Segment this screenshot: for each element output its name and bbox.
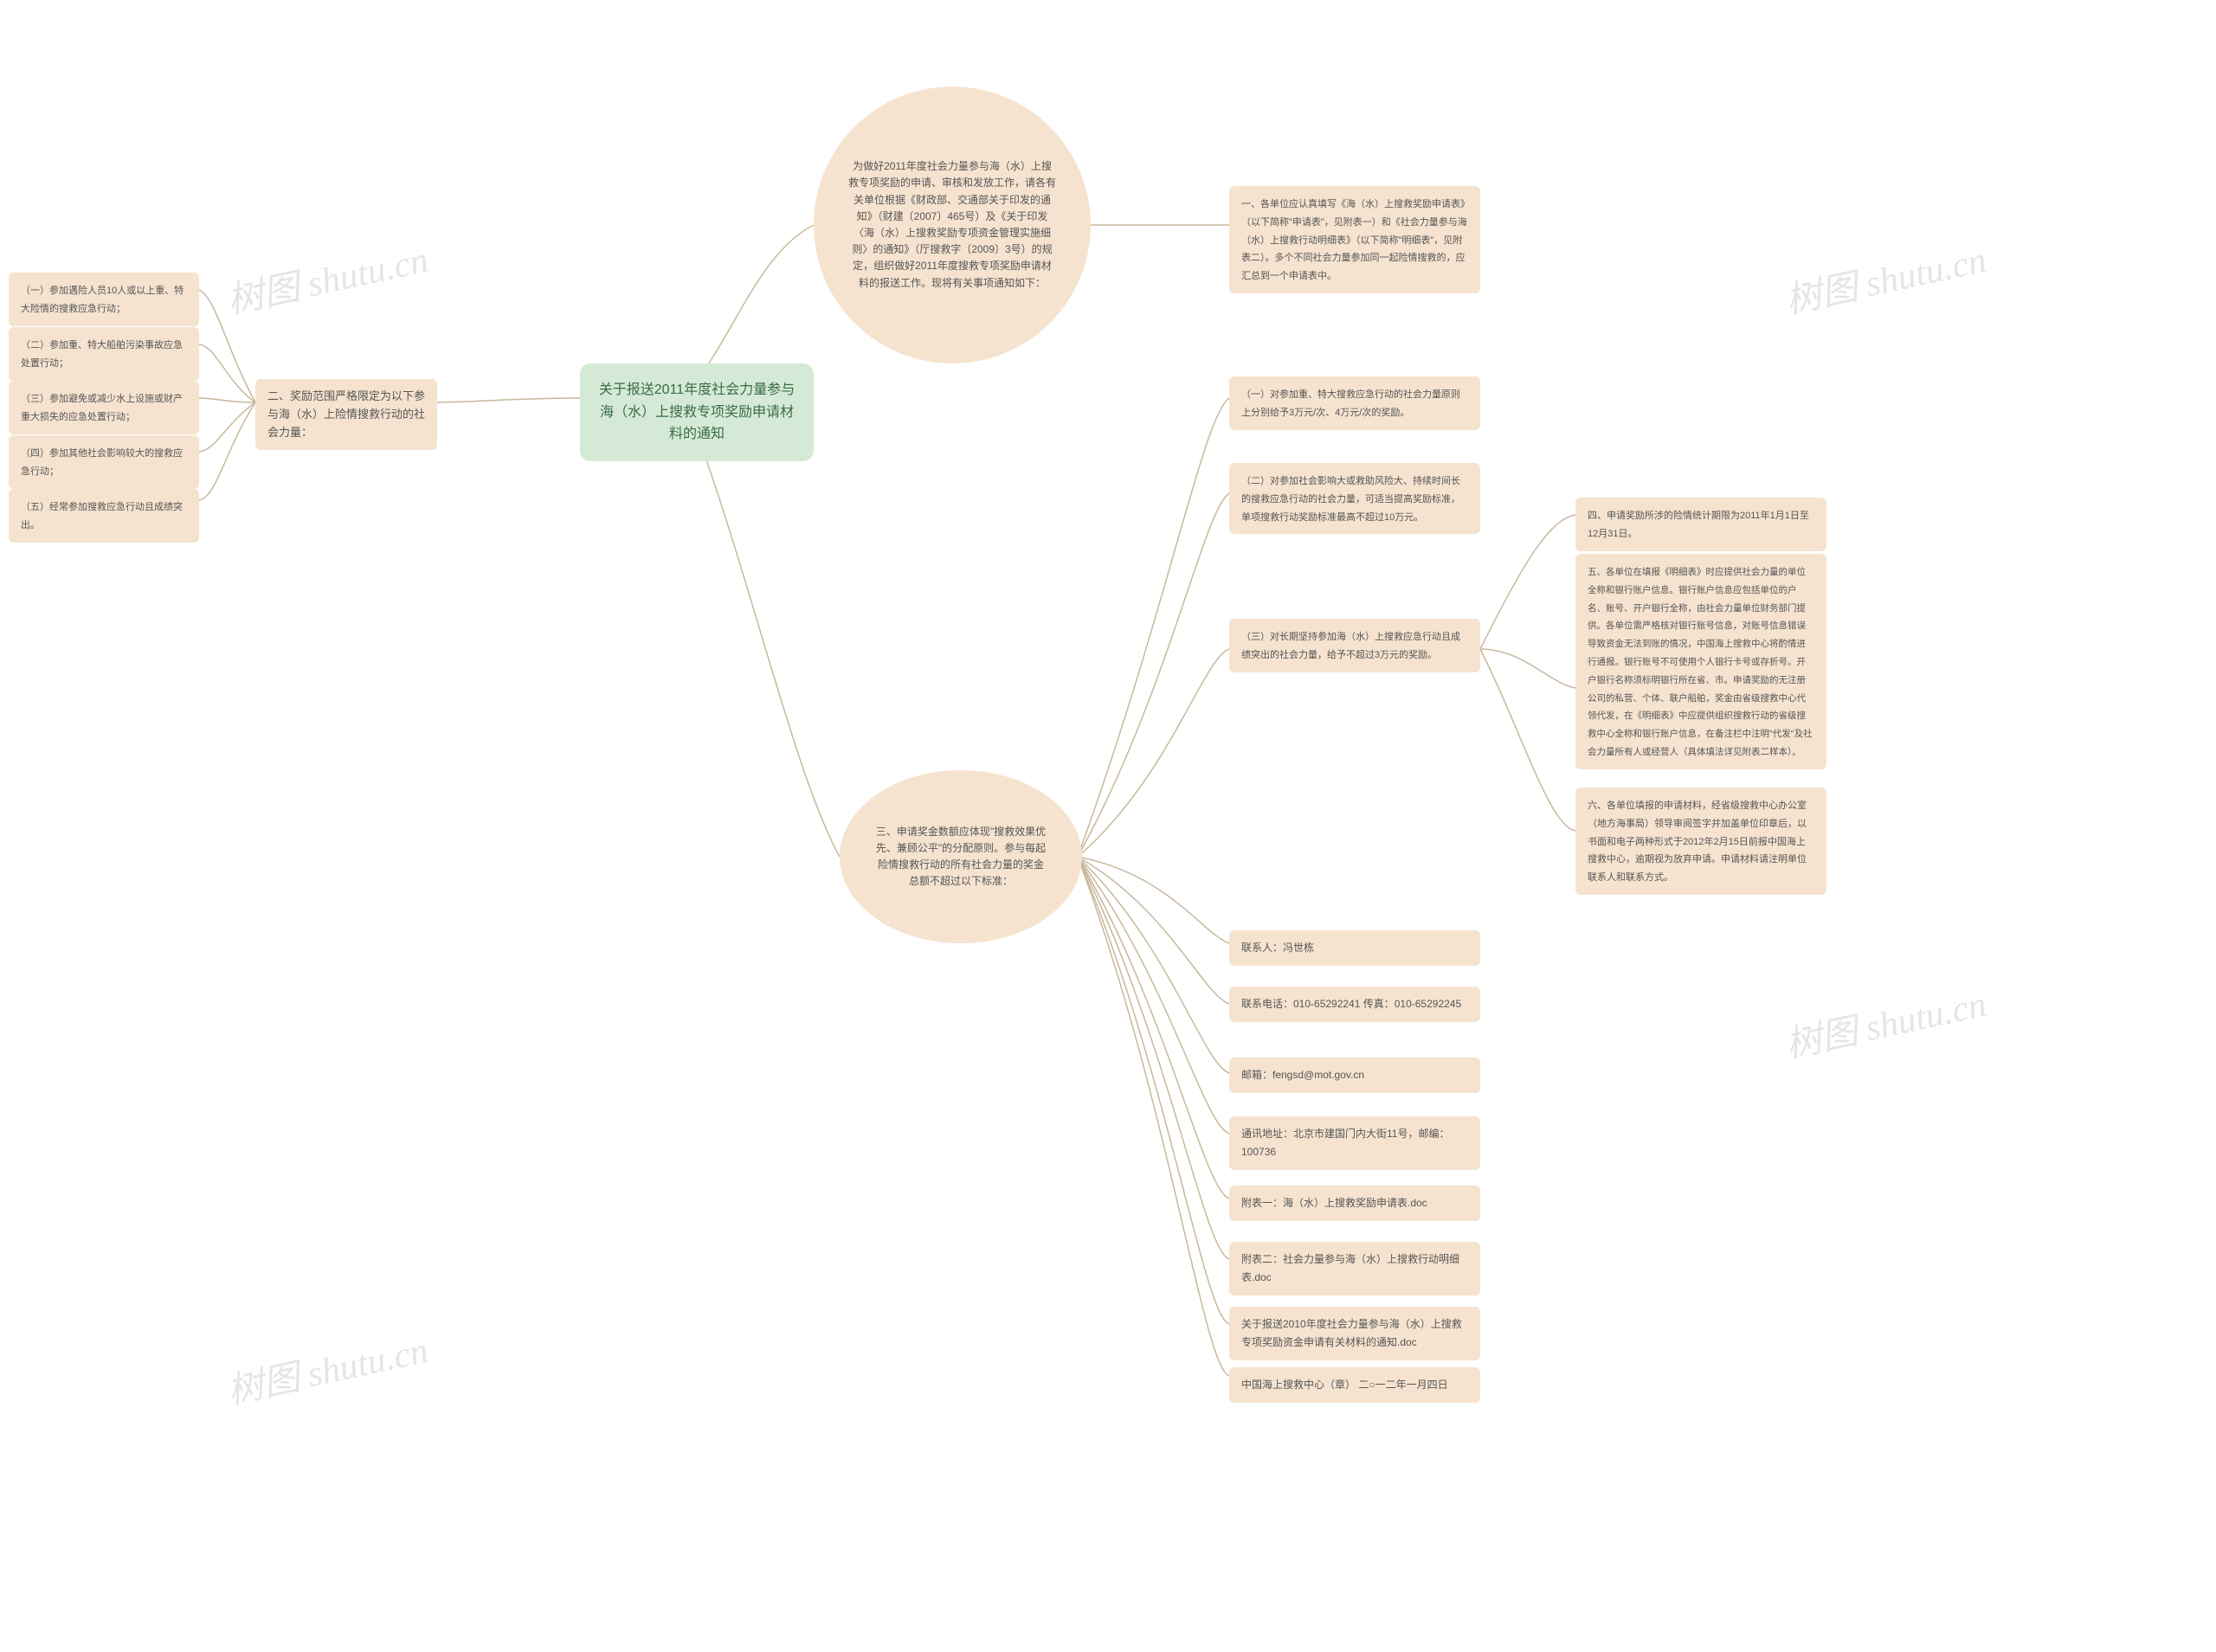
- node-text: 二、奖励范围严格限定为以下参与海（水）上险情搜救行动的社会力量：: [267, 389, 425, 439]
- branch-bottom-child-1[interactable]: （二）对参加社会影响大或救助风险大、持续时间长的搜救应急行动的社会力量，可适当提…: [1229, 463, 1480, 534]
- node-text: 五、各单位在填报《明细表》时应提供社会力量的单位全称和银行账户信息。银行账户信息…: [1588, 567, 1812, 757]
- branch-bottom-child-2-1[interactable]: 五、各单位在填报《明细表》时应提供社会力量的单位全称和银行账户信息。银行账户信息…: [1575, 554, 1826, 769]
- watermark: 树图 shutu.cn: [1780, 974, 1990, 1069]
- node-text: （四）参加其他社会影响较大的搜救应急行动；: [21, 448, 183, 477]
- node-text: 六、各单位填报的申请材料，经省级搜救中心办公室（地方海事局）领导审阅签字并加盖单…: [1588, 800, 1807, 883]
- node-text: 附表二：社会力量参与海（水）上搜救行动明细表.doc: [1241, 1253, 1459, 1283]
- branch-bottom-child-0[interactable]: （一）对参加重、特大搜救应急行动的社会力量原则上分别给予3万元/次、4万元/次的…: [1229, 376, 1480, 430]
- branch-bottom-child-2-0[interactable]: 四、申请奖励所涉的险情统计期限为2011年1月1日至12月31日。: [1575, 498, 1826, 551]
- center-text: 关于报送2011年度社会力量参与海（水）上搜救专项奖励申请材料的通知: [599, 382, 795, 441]
- branch-bottom-child-3[interactable]: 联系人：冯世栋: [1229, 930, 1480, 966]
- branch-bottom-child-6[interactable]: 通讯地址：北京市建国门内大街11号，邮编：100736: [1229, 1116, 1480, 1170]
- branch-left-child-1[interactable]: （二）参加重、特大船舶污染事故应急处置行动；: [9, 327, 199, 381]
- center-node[interactable]: 关于报送2011年度社会力量参与海（水）上搜救专项奖励申请材料的通知: [580, 363, 814, 461]
- branch-bottom-child-7[interactable]: 附表一：海（水）上搜救奖励申请表.doc: [1229, 1186, 1480, 1221]
- node-text: 联系人：冯世栋: [1241, 942, 1314, 954]
- node-text: 一、各单位应认真填写《海（水）上搜救奖励申请表》（以下简称"申请表"，见附表一）…: [1241, 199, 1467, 281]
- node-text: （三）参加避免或减少水上设施或财产重大损失的应急处置行动；: [21, 394, 183, 422]
- branch-bottom-child-10[interactable]: 中国海上搜救中心（章） 二○一二年一月四日: [1229, 1367, 1480, 1403]
- node-text: 通讯地址：北京市建国门内大街11号，邮编：100736: [1241, 1128, 1449, 1158]
- node-text: 四、申请奖励所涉的险情统计期限为2011年1月1日至12月31日。: [1588, 511, 1809, 539]
- branch-bottom-child-4[interactable]: 联系电话：010-65292241 传真：010-65292245: [1229, 987, 1480, 1022]
- node-text: 关于报送2010年度社会力量参与海（水）上搜救专项奖励资金申请有关材料的通知.d…: [1241, 1318, 1462, 1348]
- branch-bottom-child-2[interactable]: （三）对长期坚持参加海（水）上搜救应急行动且成绩突出的社会力量，给予不超过3万元…: [1229, 619, 1480, 672]
- watermark: 树图 shutu.cn: [222, 230, 432, 325]
- node-text: 邮箱：fengsd@mot.gov.cn: [1241, 1069, 1364, 1081]
- branch-left-child-2[interactable]: （三）参加避免或减少水上设施或财产重大损失的应急处置行动；: [9, 381, 199, 434]
- connector-lines: [0, 0, 2216, 1652]
- branch-bottom-child-5[interactable]: 邮箱：fengsd@mot.gov.cn: [1229, 1057, 1480, 1093]
- node-text: （一）参加遇险人员10人或以上重、特大险情的搜救应急行动；: [21, 286, 184, 314]
- branch-left-child-0[interactable]: （一）参加遇险人员10人或以上重、特大险情的搜救应急行动；: [9, 273, 199, 326]
- branch-left-child-3[interactable]: （四）参加其他社会影响较大的搜救应急行动；: [9, 435, 199, 489]
- branch-top[interactable]: 为做好2011年度社会力量参与海（水）上搜救专项奖励的申请、审核和发放工作，请各…: [814, 87, 1091, 363]
- node-text: （二）参加重、特大船舶污染事故应急处置行动；: [21, 340, 183, 369]
- branch-top-child-0[interactable]: 一、各单位应认真填写《海（水）上搜救奖励申请表》（以下简称"申请表"，见附表一）…: [1229, 186, 1480, 293]
- branch-top-text: 为做好2011年度社会力量参与海（水）上搜救专项奖励的申请、审核和发放工作，请各…: [848, 158, 1056, 292]
- watermark: 树图 shutu.cn: [222, 1321, 432, 1415]
- node-text: （二）对参加社会影响大或救助风险大、持续时间长的搜救应急行动的社会力量，可适当提…: [1241, 476, 1460, 523]
- branch-bottom-child-2-2[interactable]: 六、各单位填报的申请材料，经省级搜救中心办公室（地方海事局）领导审阅签字并加盖单…: [1575, 787, 1826, 895]
- branch-bottom-child-8[interactable]: 附表二：社会力量参与海（水）上搜救行动明细表.doc: [1229, 1242, 1480, 1295]
- branch-bottom-child-9[interactable]: 关于报送2010年度社会力量参与海（水）上搜救专项奖励资金申请有关材料的通知.d…: [1229, 1307, 1480, 1360]
- node-text: 中国海上搜救中心（章） 二○一二年一月四日: [1241, 1379, 1448, 1391]
- node-text: （三）对长期坚持参加海（水）上搜救应急行动且成绩突出的社会力量，给予不超过3万元…: [1241, 632, 1460, 660]
- node-text: （五）经常参加搜救应急行动且成绩突出。: [21, 502, 183, 530]
- branch-left-child-4[interactable]: （五）经常参加搜救应急行动且成绩突出。: [9, 489, 199, 543]
- node-text: 附表一：海（水）上搜救奖励申请表.doc: [1241, 1197, 1427, 1209]
- watermark: 树图 shutu.cn: [1780, 230, 1990, 325]
- node-text: （一）对参加重、特大搜救应急行动的社会力量原则上分别给予3万元/次、4万元/次的…: [1241, 389, 1460, 418]
- node-text: 联系电话：010-65292241 传真：010-65292245: [1241, 998, 1461, 1010]
- branch-left[interactable]: 二、奖励范围严格限定为以下参与海（水）上险情搜救行动的社会力量：: [255, 379, 437, 450]
- branch-bottom[interactable]: 三、申请奖金数额应体现"搜救效果优先、兼顾公平"的分配原则。参与每起险情搜救行动…: [840, 770, 1082, 943]
- branch-bottom-text: 三、申请奖金数额应体现"搜救效果优先、兼顾公平"的分配原则。参与每起险情搜救行动…: [874, 824, 1047, 890]
